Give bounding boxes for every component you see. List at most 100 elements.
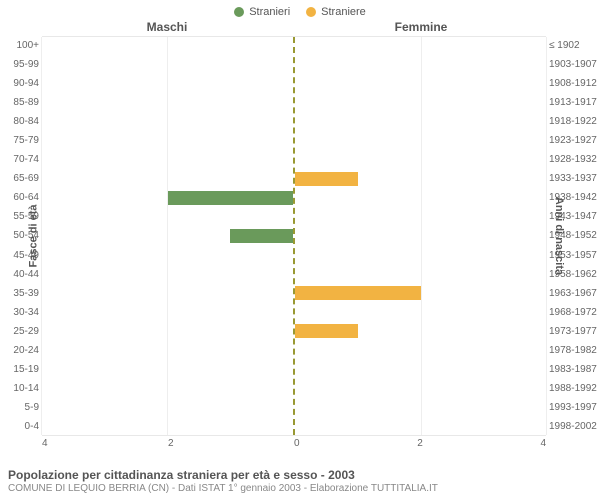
bar-row [42, 132, 293, 151]
bar-row [42, 170, 293, 189]
bar-row [295, 151, 546, 170]
age-tick: 15-19 [0, 364, 39, 375]
legend-male-label: Stranieri [249, 6, 290, 18]
plot-area [42, 36, 546, 436]
footer: Popolazione per cittadinanza straniera p… [8, 468, 592, 494]
bar-row [42, 283, 293, 302]
bar-row [295, 340, 546, 359]
x-ticks: 4 2 0 2 4 [42, 438, 546, 452]
year-tick: 1928-1932 [549, 154, 600, 165]
bar-female [295, 172, 358, 186]
bar-row [295, 245, 546, 264]
age-tick: 25-29 [0, 326, 39, 337]
bar-row [42, 378, 293, 397]
year-tick: 1913-1917 [549, 97, 600, 108]
year-tick: 1973-1977 [549, 326, 600, 337]
age-tick: 90-94 [0, 78, 39, 89]
age-tick: 85-89 [0, 97, 39, 108]
year-tick: 1978-1982 [549, 345, 600, 356]
bar-row [295, 321, 546, 340]
age-tick: 10-14 [0, 383, 39, 394]
x-tick: 4 [42, 438, 48, 452]
bar-row [42, 264, 293, 283]
age-tick: 5-9 [0, 402, 39, 413]
year-tick: 1963-1967 [549, 288, 600, 299]
bar-row [295, 170, 546, 189]
legend-female: Straniere [306, 6, 366, 18]
female-side [295, 37, 546, 435]
header-male: Maschi [0, 20, 294, 34]
age-tick: 40-44 [0, 269, 39, 280]
chart-title: Popolazione per cittadinanza straniera p… [8, 468, 592, 482]
bar-row [42, 340, 293, 359]
bar-row [42, 75, 293, 94]
age-tick: 20-24 [0, 345, 39, 356]
legend: Stranieri Straniere [0, 0, 600, 20]
bar-row [42, 151, 293, 170]
swatch-female [306, 7, 316, 17]
x-axis: 4 2 0 2 4 [0, 438, 600, 452]
year-tick: 1983-1987 [549, 364, 600, 375]
bar-row [295, 378, 546, 397]
bar-row [42, 359, 293, 378]
y-axis-label-right: Anni di nascita [553, 197, 565, 275]
age-tick: 65-69 [0, 173, 39, 184]
bar-row [295, 416, 546, 435]
x-tick: 2 [168, 438, 174, 452]
bar-row [295, 189, 546, 208]
age-tick: 75-79 [0, 135, 39, 146]
bar-row [295, 227, 546, 246]
year-tick: 1998-2002 [549, 421, 600, 432]
year-tick: 1933-1937 [549, 173, 600, 184]
bar-row [295, 302, 546, 321]
bar-row [295, 113, 546, 132]
year-tick: 1923-1927 [549, 135, 600, 146]
bar-row [42, 397, 293, 416]
bar-row [42, 56, 293, 75]
column-headers: Maschi Femmine [0, 20, 600, 34]
bar-row [42, 302, 293, 321]
gridline [546, 37, 547, 435]
bar-row [42, 245, 293, 264]
year-tick: 1908-1912 [549, 78, 600, 89]
bar-row [42, 321, 293, 340]
bar-female [295, 324, 358, 338]
bar-row [295, 56, 546, 75]
year-tick: 1968-1972 [549, 307, 600, 318]
legend-female-label: Straniere [321, 6, 366, 18]
bar-row [42, 94, 293, 113]
bar-row [295, 208, 546, 227]
bar-male [230, 229, 293, 243]
bar-row [295, 264, 546, 283]
legend-male: Stranieri [234, 6, 290, 18]
swatch-male [234, 7, 244, 17]
y-axis-label-left: Fasce di età [27, 205, 39, 268]
x-tick: 0 [294, 438, 300, 452]
age-tick: 0-4 [0, 421, 39, 432]
x-tick: 2 [417, 438, 423, 452]
year-tick: 1988-1992 [549, 383, 600, 394]
bar-row [295, 132, 546, 151]
year-tick: 1903-1907 [549, 59, 600, 70]
year-tick: ≤ 1902 [549, 40, 600, 51]
x-tick: 4 [540, 438, 546, 452]
chart-subtitle: COMUNE DI LEQUIO BERRIA (CN) - Dati ISTA… [8, 483, 592, 494]
age-tick: 30-34 [0, 307, 39, 318]
bar-row [42, 208, 293, 227]
bar-row [42, 37, 293, 56]
age-tick: 80-84 [0, 116, 39, 127]
bar-row [42, 189, 293, 208]
year-tick: 1993-1997 [549, 402, 600, 413]
bar-row [295, 75, 546, 94]
bar-row [42, 113, 293, 132]
bar-row [42, 416, 293, 435]
age-tick: 60-64 [0, 192, 39, 203]
bar-row [295, 283, 546, 302]
bar-male [168, 191, 294, 205]
bar-female [295, 286, 421, 300]
bar-row [295, 37, 546, 56]
bar-row [42, 227, 293, 246]
bar-row [295, 94, 546, 113]
bar-row [295, 359, 546, 378]
chart: Fasce di età Anni di nascita 100+95-9990… [0, 36, 600, 436]
